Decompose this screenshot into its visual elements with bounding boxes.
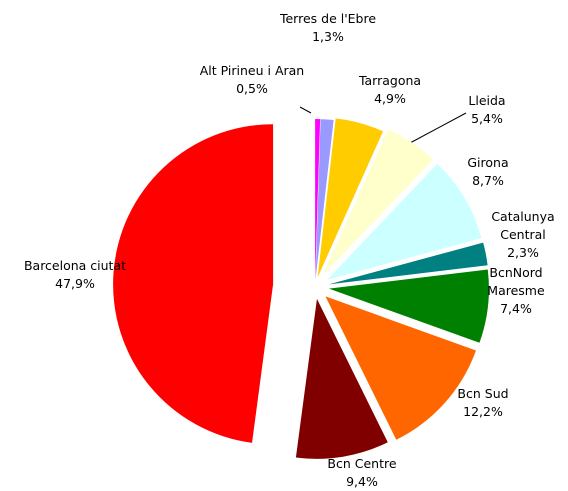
value-label: 9,4% [346, 474, 378, 489]
category-label: Catalunya Central [491, 209, 555, 242]
leader-line [299, 106, 312, 114]
slice-label: Tarragona 4,9% [340, 72, 440, 108]
pie-slice [322, 129, 434, 276]
pie-slice [315, 119, 321, 280]
slice-label: Barcelona ciutat 47,9% [0, 257, 150, 293]
slice-label: Girona 8,7% [448, 154, 528, 190]
category-label: Bcn Sud [457, 386, 509, 401]
slice-label: Bcn Sud 12,2% [443, 385, 523, 421]
category-label: Terres de l'Ebre [279, 11, 377, 26]
slice-label: BcnNord Maresme 7,4% [476, 264, 556, 318]
value-label: 2,3% [507, 245, 539, 260]
value-label: 0,5% [236, 81, 268, 96]
pie-slice [295, 298, 388, 459]
category-label: Barcelona ciutat [23, 258, 127, 273]
pie-slice [328, 269, 489, 343]
slice-label: Lleida 5,4% [447, 92, 527, 128]
pie-slice [113, 124, 274, 443]
pie-slice [325, 296, 476, 440]
category-label: Girona [467, 155, 509, 170]
slice-label: Bcn Centre 9,4% [312, 455, 412, 491]
category-label: BcnNord Maresme [487, 265, 545, 298]
category-label: Tarragona [358, 73, 422, 88]
value-label: 8,7% [472, 173, 504, 188]
value-label: 4,9% [374, 91, 406, 106]
value-label: 47,9% [55, 276, 95, 291]
category-label: Alt Pirineu i Aran [199, 63, 305, 78]
category-label: Bcn Centre [327, 456, 397, 471]
slice-label: Catalunya Central 2,3% [483, 208, 563, 262]
value-label: 5,4% [471, 111, 503, 126]
slice-label: Terres de l'Ebre 1,3% [248, 10, 408, 46]
value-label: 12,2% [463, 404, 503, 419]
leader-line [409, 112, 467, 144]
pie-slice [328, 242, 488, 285]
category-label: Lleida [468, 93, 506, 108]
pie-slice [317, 118, 384, 278]
pie-slice [315, 119, 334, 280]
slice-label: Alt Pirineu i Aran 0,5% [172, 62, 332, 98]
value-label: 7,4% [500, 301, 532, 316]
pie-slice [327, 163, 482, 280]
value-label: 1,3% [312, 29, 344, 44]
